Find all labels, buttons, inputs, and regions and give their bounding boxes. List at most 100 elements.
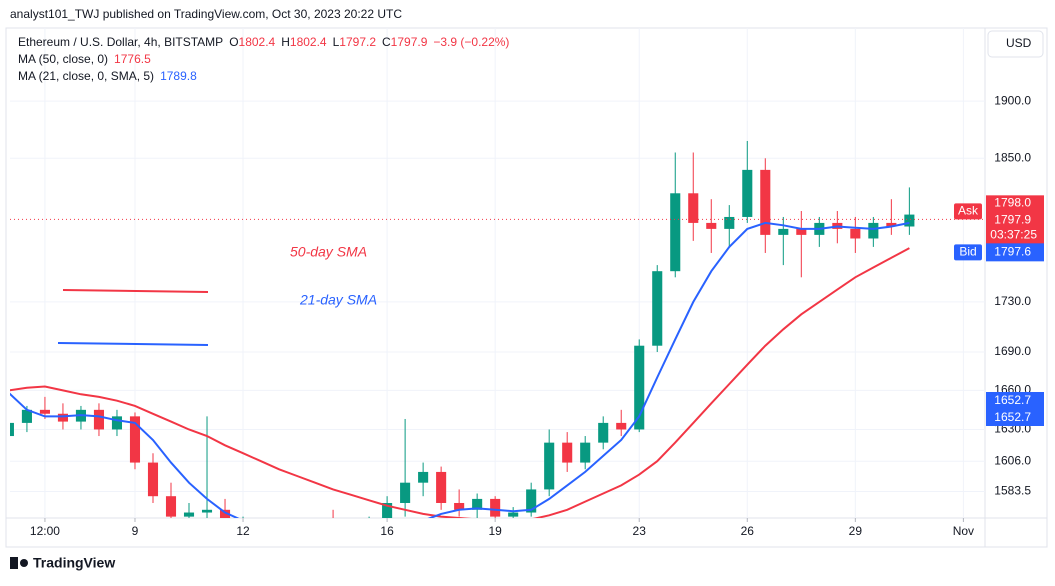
candle-body — [580, 442, 591, 463]
candle-body — [364, 523, 374, 528]
candle-body — [147, 462, 159, 497]
candle-body — [10, 422, 14, 437]
ma-legend: MA (21, close, 0, SMA, 5) 1789.8 — [18, 69, 197, 83]
logo-mark — [20, 559, 28, 567]
x-tick-label: Nov — [953, 524, 974, 538]
candle-body — [400, 482, 411, 503]
candle-body — [219, 509, 231, 518]
x-tick-label: 19 — [488, 524, 502, 538]
candle-body — [310, 530, 320, 540]
candle-body — [616, 422, 627, 430]
ma-tag-bg — [986, 392, 1044, 409]
bid-value: 1797.6 — [994, 245, 1031, 259]
last-price: 1797.9 — [994, 213, 1031, 227]
series-name: MA (50, close, 0) — [18, 52, 108, 66]
candle-body — [418, 471, 429, 483]
series-value: 1789.8 — [160, 69, 197, 83]
x-tick-label: 9 — [132, 524, 139, 538]
candle-body — [454, 502, 465, 510]
candle-body — [274, 537, 284, 544]
candle-body — [652, 271, 663, 346]
candle-body — [634, 345, 645, 430]
candle-body — [688, 193, 699, 223]
y-tick-label: 1606.0 — [994, 453, 1031, 467]
candle-body — [598, 422, 609, 443]
x-tick-label: 12:00 — [30, 524, 60, 538]
bid-value-bg — [986, 243, 1044, 262]
y-tick-label: 1850.0 — [994, 150, 1031, 164]
candle-body — [508, 512, 519, 517]
candle-body — [490, 498, 501, 517]
ask-tag-bg — [954, 203, 982, 220]
price-tag-bg — [986, 195, 1044, 252]
ohlc-value: 1802.4 — [290, 35, 327, 49]
candle-body — [21, 409, 32, 423]
annotation-line — [62, 289, 209, 293]
candle-body — [39, 409, 50, 414]
x-tick-label: 29 — [849, 524, 863, 538]
y-tick-label: 1730.0 — [994, 294, 1031, 308]
countdown: 03:37:25 — [990, 228, 1037, 242]
panel-border — [5, 27, 1048, 548]
candle-body — [165, 496, 177, 517]
ask-tag: Ask — [958, 204, 979, 218]
candle-body — [256, 526, 266, 544]
candle-body — [57, 413, 68, 422]
x-tick-label: 12 — [236, 524, 250, 538]
candle-body — [760, 169, 771, 235]
candle-body — [129, 416, 141, 463]
currency-button[interactable] — [987, 30, 1044, 58]
plot — [10, 140, 985, 544]
candle-body — [886, 222, 897, 227]
ask-value: 1798.0 — [994, 196, 1031, 210]
ohlc-value: 1802.4 — [239, 35, 276, 49]
ohlc-label: O — [229, 35, 238, 49]
candle-body — [778, 228, 789, 235]
grid — [10, 28, 985, 518]
ma-tag: 1652.7 — [994, 410, 1031, 424]
x-tick-label: 23 — [633, 524, 647, 538]
series-name: MA (21, close, 0, SMA, 5) — [18, 69, 154, 83]
currency[interactable]: USD — [1006, 36, 1032, 50]
footer: TradingView — [10, 555, 115, 571]
y-tick-label: 1583.5 — [994, 484, 1031, 498]
candle-body — [850, 228, 861, 239]
x-tick-label: 26 — [741, 524, 755, 538]
candle-body — [868, 222, 879, 239]
ohlc-label: H — [281, 35, 290, 49]
series-value: 1776.5 — [114, 52, 151, 66]
x-tick-label: 16 — [380, 524, 394, 538]
y-tick-label: 1690.0 — [994, 344, 1031, 358]
annotation: 21-day SMA — [299, 292, 377, 308]
axes: 1900.01850.01730.01690.01660.01630.01606… — [30, 93, 1044, 538]
candle-body — [472, 498, 483, 510]
candle-body — [796, 228, 807, 235]
candle-body — [292, 537, 302, 540]
ma-tag: 1652.7 — [994, 393, 1031, 407]
ma-tag-bg — [986, 409, 1044, 426]
annotation-line — [57, 342, 209, 346]
candle-body — [183, 512, 195, 517]
candle-body — [346, 529, 356, 535]
candle-body — [562, 442, 573, 463]
ohlc-label: L — [333, 35, 340, 49]
candle-body — [670, 193, 681, 272]
candle-body — [526, 489, 537, 513]
candle-body — [93, 409, 105, 430]
candle-body — [111, 416, 123, 430]
published-line: analyst101_TWJ published on TradingView.… — [10, 7, 402, 21]
ohlc-value: 1797.9 — [391, 35, 428, 49]
candle-body — [544, 442, 555, 490]
annotation: 50-day SMA — [290, 244, 367, 260]
candle-body — [201, 509, 213, 513]
candle-body — [382, 502, 393, 518]
legend-header: Ethereum / U.S. Dollar, 4h, BITSTAMP O180… — [18, 35, 509, 49]
legend: Ethereum / U.S. Dollar, 4h, BITSTAMP O180… — [18, 35, 509, 83]
candle-body — [742, 169, 753, 217]
ma-line — [10, 247, 910, 518]
logo-mark — [10, 557, 18, 569]
y-tick-label: 1900.0 — [994, 93, 1031, 107]
symbol-title: Ethereum / U.S. Dollar, 4h, BITSTAMP — [18, 35, 223, 49]
